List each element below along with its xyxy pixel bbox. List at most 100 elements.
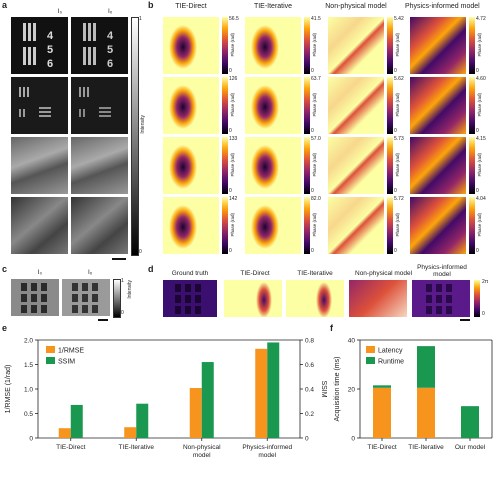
f-bar-runtime: [373, 385, 391, 388]
a-colorbar-max: 1: [139, 16, 142, 22]
e-x-tick-label: model: [193, 452, 211, 459]
b-tile-r2c4: [410, 77, 466, 134]
c-colorbar-min: 0: [121, 310, 124, 316]
b-tile-r3c4: [410, 137, 466, 194]
c-colorbar-title: Intensity: [127, 280, 133, 299]
chart-f: 0 20 40 Acquisition time (ms) TIE-Direct TIE-…: [334, 338, 493, 451]
panel-d-col-2: TIE-Direct: [240, 270, 270, 277]
svg-text:6: 6: [47, 58, 53, 70]
svg-text:5: 5: [47, 44, 53, 56]
e-right-tick-label: 0.8: [305, 338, 314, 345]
b-colorbar-title: Phase (rad): [477, 93, 482, 117]
a-tile-r4c1: [11, 197, 68, 254]
panel-b-col-4: Physics-informed model: [405, 3, 480, 10]
panel-d-label: d: [148, 264, 154, 274]
resolution-target-image: [79, 87, 111, 117]
b-colorbar-max: 4.04: [476, 196, 486, 202]
d-tile-tie-iterative: [286, 280, 344, 317]
a-colorbar-title: Intensity: [140, 115, 146, 134]
b-colorbar-min: 0: [476, 68, 479, 74]
d-tile-tie-direct: [224, 280, 282, 317]
b-colorbar-min: 0: [394, 128, 397, 134]
b-colorbar-max: 133: [229, 136, 238, 142]
usaf-target-image: 4 5 6: [83, 23, 114, 70]
e-x-tick-label: TIE-Direct: [56, 444, 85, 451]
c-pattern: [21, 283, 47, 313]
b-tile-r1c4: [410, 17, 466, 74]
e-bar-rmse: [189, 388, 202, 438]
b-colorbar-min: 0: [229, 248, 232, 254]
b-colorbar-max: 57.0: [311, 136, 321, 142]
b-colorbar: [387, 137, 393, 194]
b-colorbar-max: 4.72: [476, 16, 486, 22]
svg-text:4: 4: [47, 30, 54, 42]
chart-e: 0 0.5 1.0 1.5 2.0 0 0.2 0.4 0.6 0.8 1/RMSE (1/rad)…: [5, 338, 327, 460]
b-tile-r2c1: [163, 77, 219, 134]
b-colorbar-max: 56.5: [229, 16, 239, 22]
panel-b-col-2: TIE-Iterative: [253, 3, 293, 10]
e-x-tick-label: model: [258, 452, 276, 459]
svg-text:6: 6: [107, 58, 113, 70]
e-y2-axis-title: SSIM: [320, 380, 327, 397]
e-bar-ssim: [70, 404, 83, 438]
b-tile-r2c3: [328, 77, 384, 134]
b-colorbar-min: 0: [229, 68, 232, 74]
b-colorbar-max: 142: [229, 196, 238, 202]
b-tile-r3c1: [163, 137, 219, 194]
e-bar-ssim: [136, 403, 149, 438]
d-scale-bar: [460, 319, 470, 321]
b-colorbar: [222, 77, 228, 134]
e-x-tick-label: Non-physical: [183, 444, 221, 451]
svg-text:4: 4: [107, 30, 114, 42]
c-pattern: [72, 283, 98, 313]
a-tile-r3c1: [11, 137, 68, 194]
a-tile-r2c2: [71, 77, 128, 134]
b-colorbar-min: 0: [311, 68, 314, 74]
panel-d-col-5: Physics-informed model: [417, 264, 467, 278]
panel-b-col-1: TIE-Direct: [175, 3, 207, 10]
b-colorbar: [387, 197, 393, 254]
d-pattern: [426, 284, 452, 314]
a-scale-bar: [112, 258, 126, 260]
b-colorbar-title: Phase (rad): [395, 33, 400, 57]
c-tile-1: [11, 279, 59, 316]
e-right-tick-label: 0: [305, 436, 309, 443]
b-tile-r4c4: [410, 197, 466, 254]
panel-b-label: b: [148, 0, 154, 10]
f-y-axis-title: Acquisition time (ms): [334, 357, 341, 422]
b-tile-r1c1: [163, 17, 219, 74]
b-colorbar-title: Phase (rad): [395, 213, 400, 237]
b-colorbar: [304, 197, 310, 254]
f-bar-latency: [417, 387, 435, 438]
a-tile-r2c1: [11, 77, 68, 134]
f-legend-swatch-latency: [366, 346, 375, 353]
panel-a-col-1: I₀: [57, 8, 63, 15]
b-tile-r4c2: [245, 197, 301, 254]
a-tile-r4c2: [71, 197, 128, 254]
d-colorbar-max: 2π: [482, 279, 489, 285]
b-colorbar: [469, 17, 475, 74]
b-colorbar-min: 0: [311, 188, 314, 194]
usaf-target-image: 4 5 6: [23, 23, 54, 70]
e-legend-label-rmse: 1/RMSE: [58, 348, 84, 355]
e-left-tick-label: 2.0: [24, 338, 33, 345]
c-scale-bar: [98, 319, 108, 321]
resolution-target-image: [19, 87, 51, 117]
b-colorbar: [469, 137, 475, 194]
f-left-tick-label: 0: [351, 436, 355, 443]
b-colorbar-min: 0: [394, 248, 397, 254]
b-tile-r4c1: [163, 197, 219, 254]
b-colorbar-title: Phase (rad): [477, 213, 482, 237]
b-colorbar-min: 0: [229, 128, 232, 134]
d-tile-physics-informed: [412, 280, 470, 317]
f-bar-runtime: [417, 346, 435, 388]
b-colorbar: [222, 197, 228, 254]
e-legend-swatch-ssim: [46, 357, 55, 364]
c-tile-2: [62, 279, 110, 316]
b-colorbar-max: 5.62: [394, 76, 404, 82]
b-colorbar-title: Phase (rad): [477, 33, 482, 57]
a-colorbar-min: 0: [139, 249, 142, 255]
f-legend-swatch-runtime: [366, 357, 375, 364]
b-colorbar-title: Phase (rad): [230, 153, 235, 177]
panel-d-col-3: TIE-Iterative: [297, 270, 333, 277]
